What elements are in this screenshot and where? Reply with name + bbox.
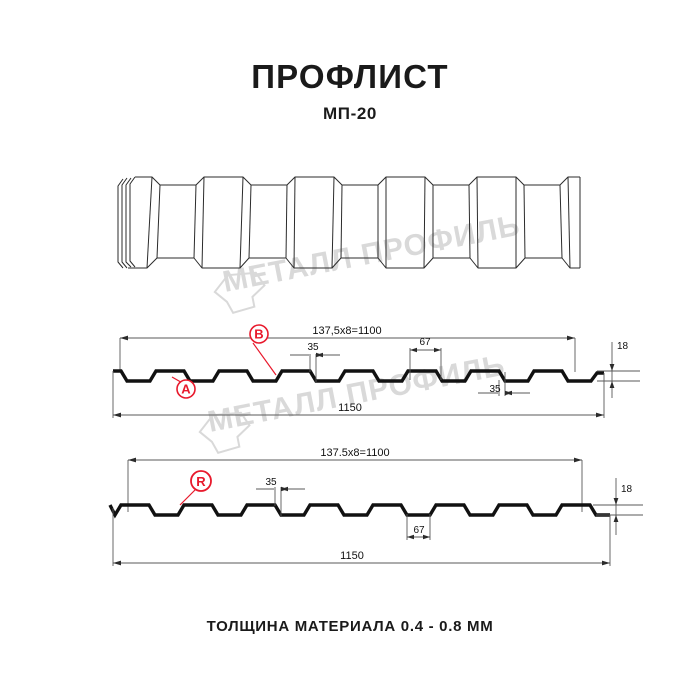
callout-a-label: A (181, 382, 191, 397)
dim-67-section1 (409, 347, 442, 380)
callout-r-label: R (196, 474, 206, 489)
dim-18-section1-label: 18 (617, 341, 629, 352)
dim-18-section2 (593, 478, 643, 535)
dim-bottom-1150-line-section1 (112, 371, 605, 418)
profile-section-top (113, 369, 604, 383)
watermark-upper: МЕТАЛЛ ПРОФИЛЬ (213, 209, 523, 315)
section-bottom-group: 137.5x8=1100 35 67 (108, 447, 643, 566)
dim-35-section2-label: 35 (265, 477, 277, 488)
material-thickness-note: ТОЛЩИНА МАТЕРИАЛА 0.4 - 0.8 ММ (206, 618, 494, 635)
dim-top-1100-line (119, 335, 576, 372)
page-title: ПРОФЛИСТ (251, 58, 449, 95)
isometric-ribs (146, 176, 571, 269)
dim-35-section2 (256, 486, 305, 516)
callout-b-label: B (254, 327, 263, 342)
dim-67-section1-label: 67 (419, 337, 431, 348)
callout-a: A (171, 376, 196, 399)
callout-a-circle (176, 379, 196, 399)
dim-1150-section2-label: 1150 (340, 550, 364, 562)
callout-b-circle (249, 324, 269, 344)
dim-top-overall-label-section2: 137.5x8=1100 (320, 447, 389, 459)
isometric-sheet (117, 176, 581, 269)
dim-18-section2-label: 18 (621, 484, 633, 495)
dim-67-section2-label: 67 (413, 525, 425, 536)
dim-top-overall-label: 137,5x8=1100 (312, 325, 381, 337)
watermark-logo-icon (198, 411, 251, 455)
callout-r-circle (190, 470, 212, 492)
product-model-subtitle: МП-20 (323, 104, 377, 123)
dim-67-section2 (406, 514, 431, 540)
dim-35-bottom-section1 (478, 372, 530, 396)
dim-1150-section1-label: 1150 (338, 402, 362, 414)
dim-35-bottom-section1-label: 35 (489, 384, 501, 395)
watermark-logo-icon (213, 271, 266, 315)
dim-35-top-section1-label: 35 (307, 342, 319, 353)
dim-bottom-1150-line-section2 (112, 508, 611, 566)
profile-section-bottom (108, 503, 610, 519)
callout-r: R (179, 470, 212, 506)
dim-35-top-section1 (290, 352, 340, 382)
callout-b: B (249, 324, 277, 376)
section-top-group: 137,5x8=1100 35 67 (112, 324, 640, 418)
